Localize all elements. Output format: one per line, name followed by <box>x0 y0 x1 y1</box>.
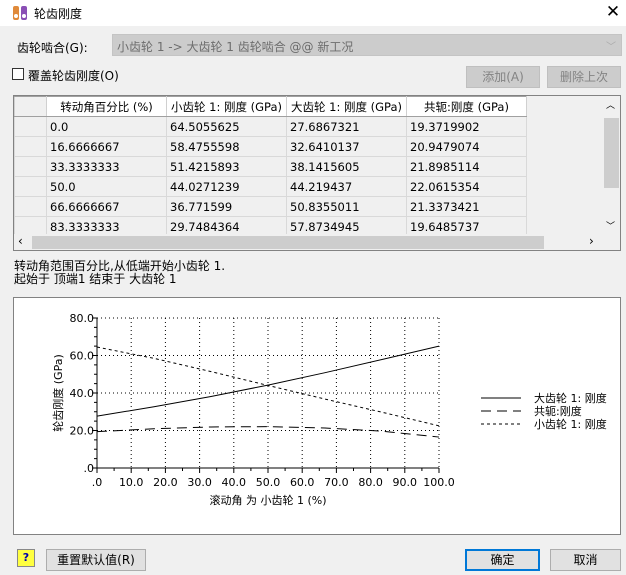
column-header[interactable]: 共轭:刚度 (GPa) <box>406 96 527 117</box>
override-checkbox[interactable] <box>12 68 24 80</box>
x-tick-label: 50.0 <box>256 476 281 489</box>
row-header[interactable] <box>14 156 47 177</box>
row-header[interactable] <box>14 176 47 197</box>
y-tick-label: .0 <box>84 462 95 475</box>
scroll-right-icon[interactable]: › <box>589 234 594 248</box>
y-tick-label: 40.0 <box>70 387 95 400</box>
legend-label-1: 共轭:刚度 <box>534 404 582 418</box>
note-line-2: 起始于 顶端1 结束于 大齿轮 1 <box>14 272 177 286</box>
add-button[interactable]: 添加(A) <box>466 66 540 88</box>
y-axis-label: 轮齿刚度 (GPa) <box>51 354 65 431</box>
chevron-down-icon: ﹀ <box>606 42 616 53</box>
x-tick-label: 80.0 <box>358 476 383 489</box>
column-header[interactable]: 转动角百分比 (%) <box>46 96 167 117</box>
scroll-left-icon[interactable]: ‹ <box>18 234 23 248</box>
series-line-2 <box>96 346 440 427</box>
table-cell[interactable]: 36.771599 <box>166 196 287 217</box>
table-cell[interactable]: 83.3333333 <box>46 216 167 237</box>
gear-app-icon <box>13 6 27 20</box>
table-row[interactable]: 83.3333333 29.7484364 57.8734945 19.6485737 <box>14 216 527 237</box>
x-axis-label: 滚动角 为 小齿轮 1 (%) <box>209 493 326 507</box>
table-cell[interactable]: 66.6666667 <box>46 196 167 217</box>
gear-mesh-value: 小齿轮 1 -> 大齿轮 1 齿轮啮合 @@ 新工况 <box>117 40 354 54</box>
row-header[interactable] <box>14 196 47 217</box>
y-tick-label: 60.0 <box>70 350 95 363</box>
table-row[interactable]: 16.6666667 58.4755598 32.6410137 20.9479074 <box>14 136 527 157</box>
table-cell[interactable]: 44.219437 <box>286 176 407 197</box>
table-cell[interactable]: 50.0 <box>46 176 167 197</box>
x-tick-label: 70.0 <box>324 476 349 489</box>
horizontal-scroll-thumb[interactable] <box>32 236 544 249</box>
table-cell[interactable]: 64.5055625 <box>166 116 287 137</box>
y-tick-label: 20.0 <box>70 425 95 438</box>
table-cell[interactable]: 16.6666667 <box>46 136 167 157</box>
note-line-1: 转动角范围百分比,从低端开始小齿轮 1. <box>14 259 226 273</box>
stiffness-table: 转动角百分比 (%) 小齿轮 1: 刚度 (GPa) 大齿轮 1: 刚度 (GP… <box>13 95 621 251</box>
row-header[interactable] <box>14 136 47 157</box>
ok-button[interactable]: 确定 <box>465 549 540 571</box>
delete-last-button[interactable]: 删除上次 <box>547 66 621 88</box>
table-cell[interactable]: 58.4755598 <box>166 136 287 157</box>
stiffness-chart-panel: .0 10.0 20.0 30.0 40.0 50.0 60.0 70.0 80.0 90.0 10… <box>13 297 621 535</box>
table-cell[interactable]: 22.0615354 <box>406 176 527 197</box>
table-row[interactable]: 66.6666667 36.771599 50.8355011 21.3373421 <box>14 196 527 217</box>
column-header[interactable]: 小齿轮 1: 刚度 (GPa) <box>166 96 287 117</box>
table-cell[interactable]: 32.6410137 <box>286 136 407 157</box>
x-tick-label: 90.0 <box>393 476 418 489</box>
title-bar <box>0 0 626 26</box>
table-cell[interactable]: 38.1415605 <box>286 156 407 177</box>
table-row[interactable]: 0.0 64.5055625 27.6867321 19.3719902 <box>14 116 527 137</box>
table-cell[interactable]: 51.4215893 <box>166 156 287 177</box>
gear-mesh-label: 齿轮啮合(G): <box>17 41 88 55</box>
scroll-down-icon[interactable]: ﹀ <box>606 222 616 232</box>
close-icon[interactable]: ✕ <box>605 2 621 22</box>
table-cell[interactable]: 33.3333333 <box>46 156 167 177</box>
table-cell[interactable]: 27.6867321 <box>286 116 407 137</box>
x-tick-label: 10.0 <box>119 476 144 489</box>
x-tick-label: 100.0 <box>423 476 455 489</box>
scroll-up-icon[interactable]: ︿ <box>606 101 616 111</box>
x-tick-label: 40.0 <box>222 476 247 489</box>
table-cell[interactable]: 50.8355011 <box>286 196 407 217</box>
reset-defaults-button[interactable]: 重置默认值(R) <box>46 549 146 571</box>
x-tick-label: 30.0 <box>187 476 212 489</box>
table-cell[interactable]: 19.3719902 <box>406 116 527 137</box>
table-cell[interactable]: 21.3373421 <box>406 196 527 217</box>
column-header[interactable]: 大齿轮 1: 刚度 (GPa) <box>286 96 407 117</box>
table-cell[interactable]: 21.8985114 <box>406 156 527 177</box>
table-cell[interactable]: 29.7484364 <box>166 216 287 237</box>
y-tick-label: 80.0 <box>70 312 95 325</box>
stiffness-chart: .0 10.0 20.0 30.0 40.0 50.0 60.0 70.0 80.0 90.0 10… <box>51 312 607 507</box>
help-icon[interactable]: ? <box>17 549 35 567</box>
corner-cell <box>14 96 47 117</box>
row-header[interactable] <box>14 116 47 137</box>
series-line-1 <box>96 426 440 438</box>
x-tick-label: .0 <box>92 476 103 489</box>
table-cell[interactable]: 19.6485737 <box>406 216 527 237</box>
override-label[interactable]: 覆盖轮齿刚度(O) <box>28 69 119 83</box>
gear-mesh-select[interactable]: 小齿轮 1 -> 大齿轮 1 齿轮啮合 @@ 新工况 ﹀ <box>112 34 622 56</box>
series-line-0 <box>96 345 440 417</box>
legend-label-0: 大齿轮 1: 刚度 <box>534 391 607 405</box>
table-cell[interactable]: 0.0 <box>46 116 167 137</box>
vertical-scroll-thumb[interactable] <box>604 118 619 188</box>
table-row[interactable]: 50.0 44.0271239 44.219437 22.0615354 <box>14 176 527 197</box>
table-cell[interactable]: 44.0271239 <box>166 176 287 197</box>
table-cell[interactable]: 20.9479074 <box>406 136 527 157</box>
window-title: 轮齿刚度 <box>34 7 83 21</box>
x-tick-label: 60.0 <box>290 476 315 489</box>
table-header-row: 转动角百分比 (%) 小齿轮 1: 刚度 (GPa) 大齿轮 1: 刚度 (GP… <box>14 96 527 117</box>
x-tick-label: 20.0 <box>153 476 178 489</box>
legend-label-2: 小齿轮 1: 刚度 <box>534 417 607 431</box>
cancel-button[interactable]: 取消 <box>550 549 621 571</box>
table-row[interactable]: 33.3333333 51.4215893 38.1415605 21.8985114 <box>14 156 527 177</box>
